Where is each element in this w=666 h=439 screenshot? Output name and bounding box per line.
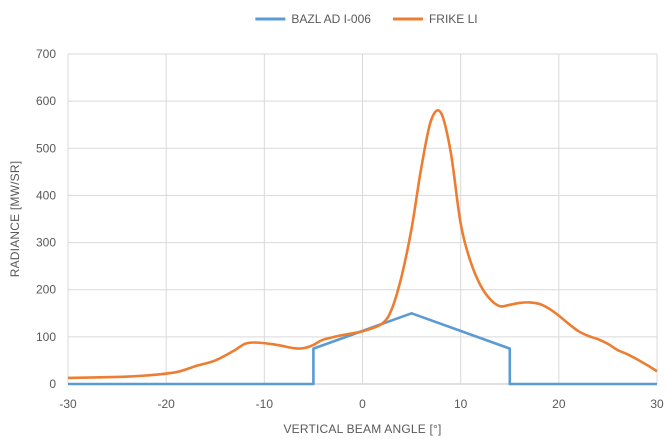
y-tick-label: 600 — [36, 94, 56, 108]
x-tick-label: 0 — [359, 397, 366, 411]
legend-item-2: FRIKE LI — [392, 12, 478, 26]
series-line-1 — [68, 312, 657, 386]
legend-label: FRIKE LI — [429, 12, 478, 26]
grid — [67, 53, 658, 385]
x-tick-label: 30 — [650, 397, 664, 411]
series-layer — [67, 109, 658, 386]
x-tick-label: -20 — [157, 397, 175, 411]
legend: BAZL AD I-006 FRIKE LI — [255, 12, 478, 26]
x-axis-title: VERTICAL BEAM ANGLE [°] — [283, 422, 441, 436]
x-tick-label: -30 — [59, 397, 77, 411]
series-line-2 — [67, 109, 658, 380]
x-tick-label: 20 — [552, 397, 566, 411]
legend-label: BAZL AD I-006 — [291, 12, 371, 26]
y-tick-label: 700 — [36, 47, 56, 61]
x-tick-label: -10 — [256, 397, 274, 411]
y-axis-title: RADIANCE [MW/SR] — [8, 161, 22, 278]
y-tick-label: 200 — [36, 283, 56, 297]
y-tick-label: 0 — [49, 377, 56, 391]
y-tick-label: 500 — [36, 141, 56, 155]
y-tick-label: 400 — [36, 188, 56, 202]
tick-labels: 0 100 200 300 400 500 600 700 -30 -20 -10 0 10 20 30 — [36, 47, 664, 411]
y-tick-label: 300 — [36, 236, 56, 250]
y-tick-label: 100 — [36, 330, 56, 344]
legend-item-1: BAZL AD I-006 — [255, 12, 371, 26]
x-tick-label: 10 — [454, 397, 468, 411]
